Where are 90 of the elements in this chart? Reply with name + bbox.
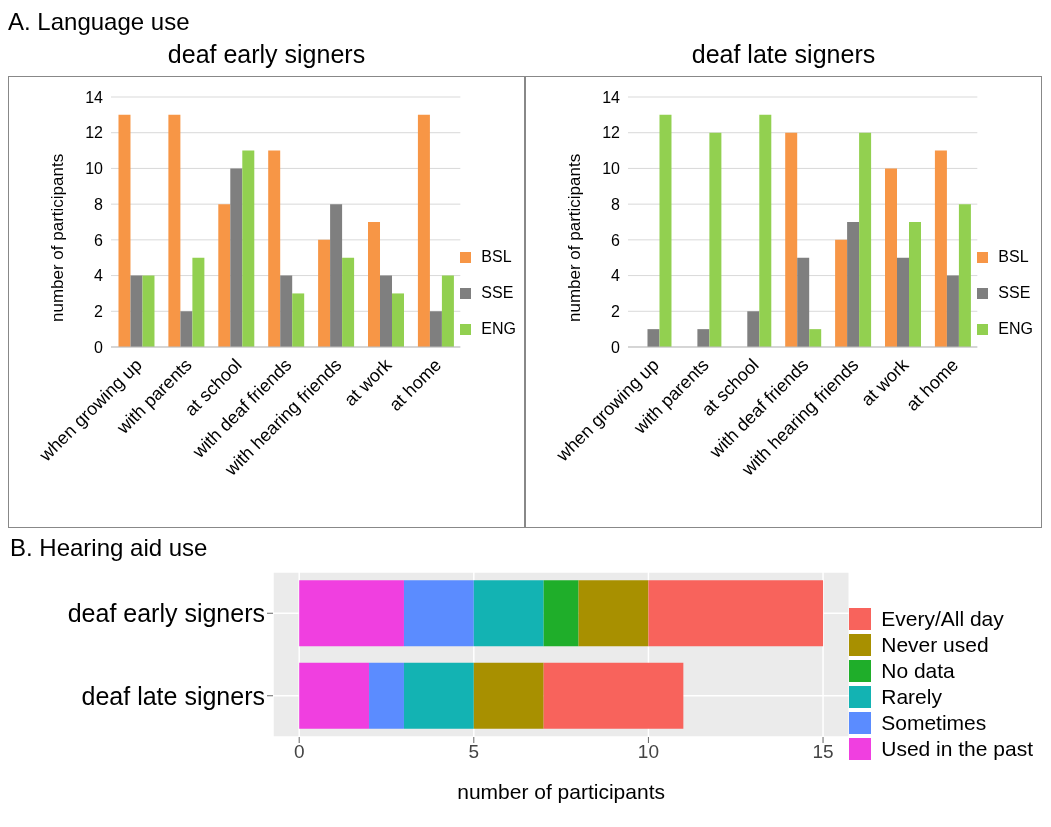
legend-label: BSL: [481, 248, 512, 266]
bar: [180, 311, 193, 347]
chart-title: deaf late signers: [690, 40, 877, 70]
legend-label: Every/All day: [881, 606, 1004, 631]
y-tick-label: 2: [94, 302, 104, 320]
x-tick-label: 0: [293, 741, 305, 763]
y-tick-label: 12: [85, 124, 104, 142]
y-tick-label: 10: [85, 160, 104, 178]
bar: [192, 257, 205, 347]
bar: [242, 150, 255, 347]
y-tick-label: 8: [94, 195, 104, 213]
y-tick-label: 14: [85, 88, 104, 106]
bar: [578, 580, 649, 647]
legend-label: Rarely: [881, 684, 942, 709]
y-tick-label: 0: [94, 338, 104, 356]
x-tick-label: 5: [468, 741, 480, 763]
bar: [648, 580, 824, 647]
chart-title: deaf early signers: [166, 40, 367, 70]
bar: [380, 275, 393, 347]
bar: [429, 311, 442, 347]
bar: [403, 662, 474, 729]
y-tick-label: 12: [602, 124, 621, 142]
bar: [934, 150, 947, 347]
chart-title: B. Hearing aid use: [10, 534, 209, 562]
bar: [659, 114, 672, 347]
bar: [403, 580, 474, 647]
y-tick-label: 10: [602, 160, 621, 178]
legend-label: ENG: [481, 320, 516, 338]
y-tick-label: 8: [611, 195, 621, 213]
bar: [168, 114, 181, 347]
bar: [292, 293, 305, 347]
bar: [118, 114, 131, 347]
bar: [218, 204, 231, 347]
legend-label: SSE: [481, 284, 514, 302]
bar: [392, 293, 405, 347]
y-tick-label: deaf late signers: [81, 681, 265, 710]
bar: [647, 329, 660, 347]
bar: [473, 662, 544, 729]
legend-label: No data: [881, 658, 955, 683]
bar: [809, 329, 822, 347]
y-tick-label: 4: [94, 267, 104, 285]
bar: [747, 311, 760, 347]
bar: [543, 580, 579, 647]
y-axis-title: number of participants: [48, 153, 68, 322]
bar: [885, 168, 898, 347]
bar: [847, 222, 860, 347]
bar: [318, 239, 331, 347]
bar: [299, 580, 404, 647]
bar: [130, 275, 143, 347]
bar: [330, 204, 343, 347]
bar: [958, 204, 971, 347]
y-axis-title: number of participants: [565, 153, 585, 322]
bar: [946, 275, 959, 347]
legend-label: BSL: [998, 248, 1029, 266]
x-axis-title: number of participants: [457, 780, 666, 803]
bar: [369, 662, 404, 729]
bar: [473, 580, 544, 647]
bar: [417, 114, 430, 347]
legend-label: Sometimes: [881, 710, 987, 735]
x-tick-label: 10: [637, 741, 659, 763]
legend-label: Never used: [881, 632, 989, 657]
y-tick-label: 4: [611, 267, 621, 285]
bar: [230, 168, 243, 347]
bar: [909, 222, 922, 347]
bar: [697, 329, 710, 347]
y-tick-label: 0: [611, 338, 621, 356]
legend-label: SSE: [998, 284, 1031, 302]
bar: [342, 257, 355, 347]
bar: [368, 222, 381, 347]
bar: [797, 257, 810, 347]
text: A. Language use: [8, 8, 190, 35]
bar: [835, 239, 848, 347]
bar: [709, 132, 722, 347]
legend-label: ENG: [998, 320, 1033, 338]
legend-label: Used in the past: [881, 736, 1033, 761]
bar: [142, 275, 155, 347]
bar: [897, 257, 910, 347]
bar: [280, 275, 293, 347]
y-tick-label: 6: [94, 231, 104, 249]
bar: [441, 275, 454, 347]
y-tick-label: 2: [611, 302, 621, 320]
bar: [543, 662, 684, 729]
x-tick-label: 15: [812, 741, 834, 763]
bar: [268, 150, 281, 347]
bar: [759, 114, 772, 347]
bar: [299, 662, 370, 729]
bar: [859, 132, 872, 347]
bar: [785, 132, 798, 347]
y-tick-label: 6: [611, 231, 621, 249]
y-tick-label: 14: [602, 88, 621, 106]
